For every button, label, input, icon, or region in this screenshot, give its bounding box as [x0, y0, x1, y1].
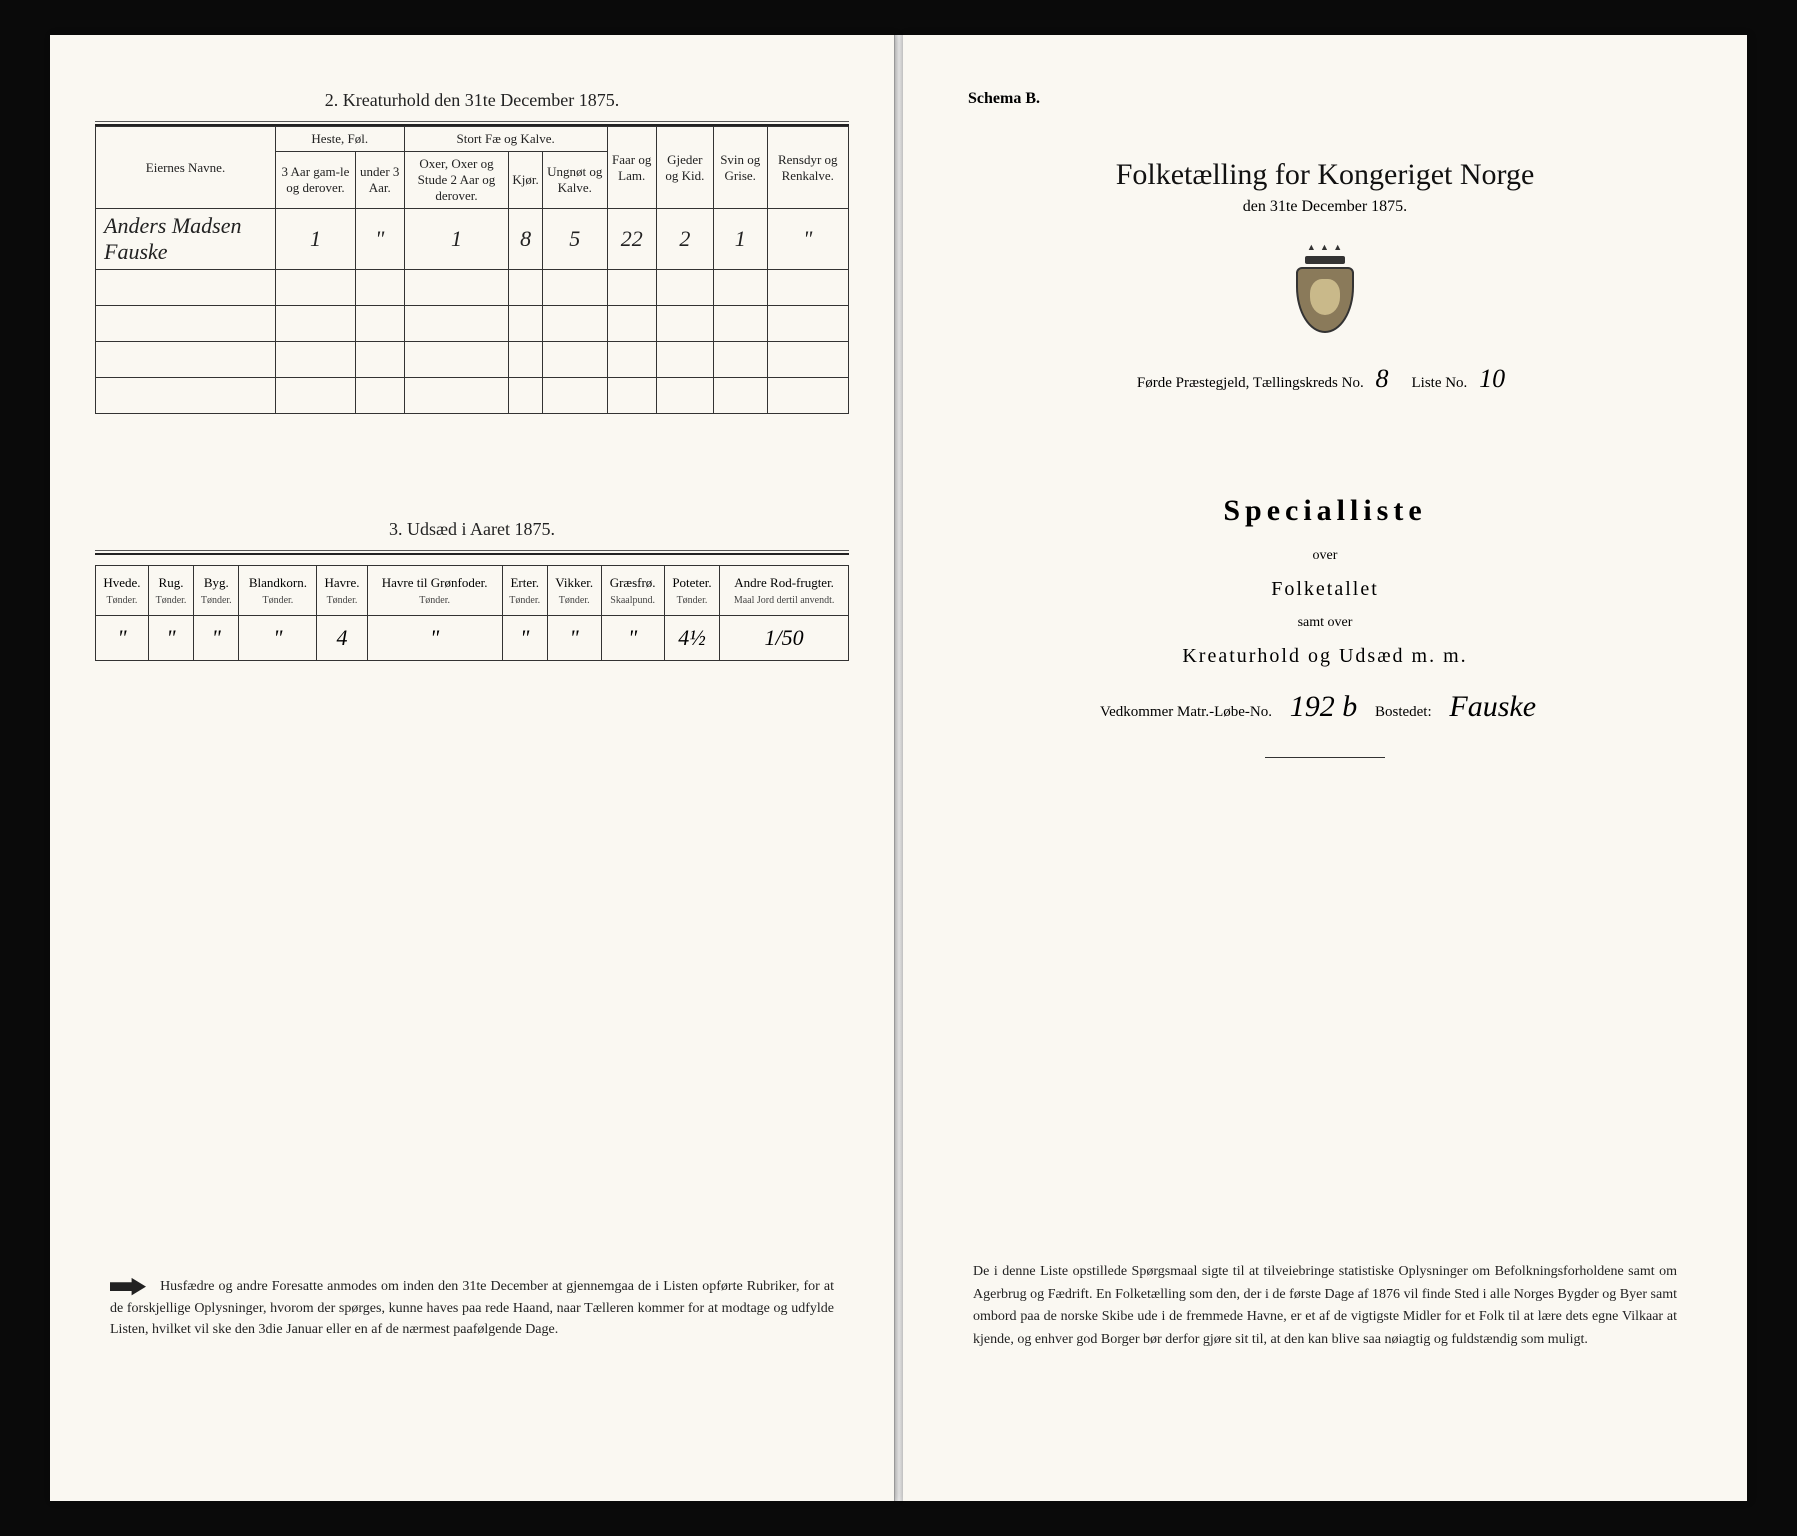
seed-col-header: Erter.Tønder. [502, 566, 547, 616]
row-v8: 1 [713, 209, 767, 270]
row-name: Anders Madsen Fauske [96, 209, 276, 270]
specialliste-heading: Specialliste [948, 494, 1702, 528]
liste-no: 10 [1471, 364, 1513, 393]
footer-text: Husfædre og andre Foresatte anmodes om i… [110, 1279, 834, 1337]
th-goats: Gjeder og Kid. [656, 127, 713, 209]
th-c2: Kjør. [509, 152, 542, 209]
seed-col-header: Havre.Tønder. [317, 566, 367, 616]
table-row [96, 342, 849, 378]
matr-no: 192 b [1276, 690, 1372, 723]
seed-table: Hvede.Tønder.Rug.Tønder.Byg.Tønder.Bland… [95, 565, 849, 661]
th-c3: Ungnøt og Kalve. [542, 152, 607, 209]
row-v7: 2 [656, 209, 713, 270]
bosted-label: Bostedet: [1375, 704, 1432, 720]
th-horses: Heste, Føl. [276, 127, 405, 152]
row-v3: 1 [404, 209, 509, 270]
left-page: 2. Kreaturhold den 31te December 1875. E… [50, 35, 895, 1501]
seed-col-header: Blandkorn.Tønder. [239, 566, 317, 616]
th-h1: 3 Aar gam-le og derover. [276, 152, 356, 209]
seed-col-header: Hvede.Tønder. [96, 566, 149, 616]
seed-col-value: " [367, 616, 502, 661]
table-row [96, 270, 849, 306]
seed-col-header: Havre til Grønfoder.Tønder. [367, 566, 502, 616]
seed-col-header: Byg.Tønder. [194, 566, 239, 616]
table2-title: 2. Kreaturhold den 31te December 1875. [95, 90, 849, 111]
subtitle: den 31te December 1875. [948, 198, 1702, 216]
seed-col-header: Græsfrø.Skaalpund. [601, 566, 664, 616]
th-name: Eiernes Navne. [96, 127, 276, 209]
th-cattle: Stort Fæ og Kalve. [404, 127, 607, 152]
district-line: Førde Præstegjeld, Tællingskreds No. 8 L… [948, 364, 1702, 394]
seed-col-value: " [96, 616, 149, 661]
matr-line: Vedkommer Matr.-Løbe-No. 192 b Bostedet:… [948, 690, 1702, 724]
seed-col-value: 4 [317, 616, 367, 661]
livestock-table: Eiernes Navne. Heste, Føl. Stort Fæ og K… [95, 126, 849, 414]
bosted-value: Fauske [1435, 690, 1550, 723]
seed-col-header: Poteter.Tønder. [664, 566, 719, 616]
matr-prefix: Vedkommer Matr.-Løbe-No. [1100, 704, 1272, 720]
row-v1: 1 [276, 209, 356, 270]
th-pigs: Svin og Grise. [713, 127, 767, 209]
over-label: over [948, 548, 1702, 564]
schema-label: Schema B. [968, 90, 1702, 108]
th-h2: under 3 Aar. [355, 152, 404, 209]
row-v4: 8 [509, 209, 542, 270]
seed-col-header: Vikker.Tønder. [547, 566, 601, 616]
kreatur-label: Kreaturhold og Udsæd m. m. [948, 645, 1702, 668]
seed-col-value: " [601, 616, 664, 661]
main-title: Folketælling for Kongeriget Norge [948, 158, 1702, 192]
table-row [96, 306, 849, 342]
row-v2: " [355, 209, 404, 270]
th-reindeer: Rensdyr og Renkalve. [767, 127, 848, 209]
district-prefix: Førde Præstegjeld, Tællingskreds No. [1137, 375, 1364, 391]
seed-col-header: Rug.Tønder. [148, 566, 193, 616]
seed-col-value: " [502, 616, 547, 661]
th-c1: Oxer, Oxer og Stude 2 Aar og derover. [404, 152, 509, 209]
pointing-hand-icon [110, 1276, 146, 1298]
row-v6: 22 [607, 209, 656, 270]
left-footer-note: Husfædre og andre Foresatte anmodes om i… [110, 1276, 834, 1341]
liste-label: Liste No. [1411, 375, 1467, 391]
book-spine [895, 35, 903, 1501]
seed-col-header: Andre Rod-frugter.Maal Jord dertil anven… [720, 566, 849, 616]
district-no: 8 [1367, 364, 1396, 393]
table-row [96, 378, 849, 414]
seed-col-value: 1/50 [720, 616, 849, 661]
coat-of-arms-icon [1288, 246, 1363, 336]
seed-col-value: " [239, 616, 317, 661]
row-v9: " [767, 209, 848, 270]
folketallet-label: Folketallet [948, 578, 1702, 601]
seed-col-value: 4½ [664, 616, 719, 661]
seed-col-value: " [547, 616, 601, 661]
table3-title: 3. Udsæd i Aaret 1875. [95, 519, 849, 540]
seed-col-value: " [194, 616, 239, 661]
row-v5: 5 [542, 209, 607, 270]
samt-label: samt over [948, 615, 1702, 631]
right-footer-note: De i denne Liste opstillede Spørgsmaal s… [973, 1261, 1677, 1351]
right-page: Schema B. Folketælling for Kongeriget No… [903, 35, 1747, 1501]
th-sheep: Faar og Lam. [607, 127, 656, 209]
seed-col-value: " [148, 616, 193, 661]
scanned-spread: 2. Kreaturhold den 31te December 1875. E… [50, 35, 1747, 1501]
